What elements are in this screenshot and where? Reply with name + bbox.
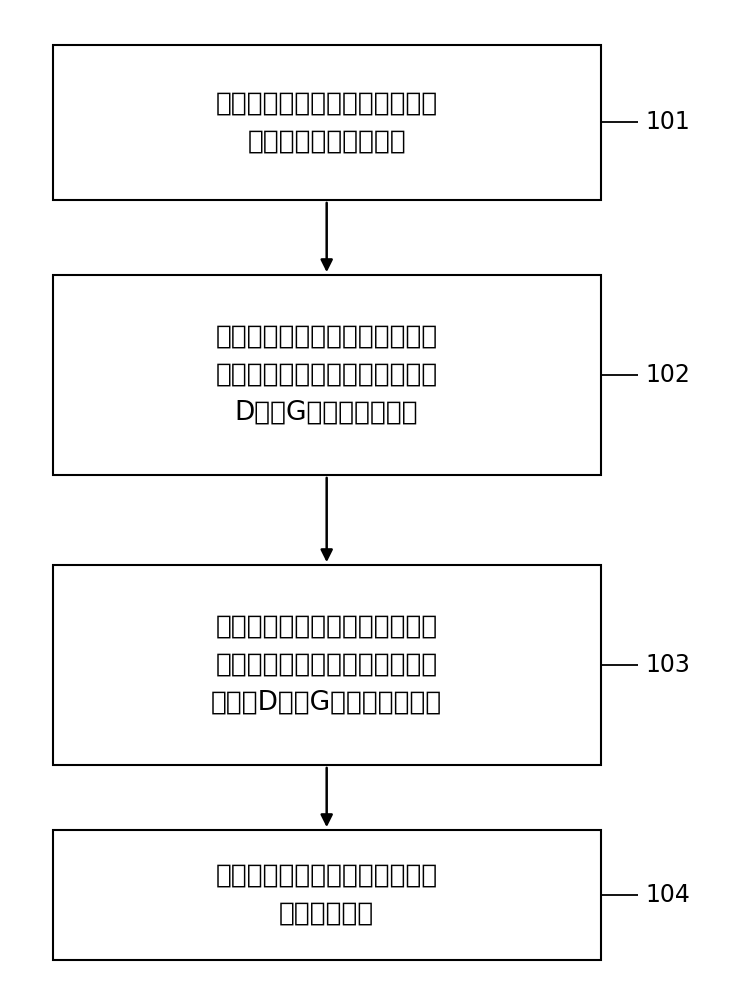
FancyBboxPatch shape (53, 275, 601, 475)
Text: 104: 104 (646, 883, 691, 907)
Text: 针对有机质测量点进行拉曼光谱
分析，计算有机质测量点对应的
D峰与G峰的横坐标差值: 针对有机质测量点进行拉曼光谱 分析，计算有机质测量点对应的 D峰与G峰的横坐标差… (216, 324, 438, 426)
FancyBboxPatch shape (53, 830, 601, 960)
Text: 根据横坐标差值，建立有机显微
组分识别图版: 根据横坐标差值，建立有机显微 组分识别图版 (216, 863, 438, 927)
FancyBboxPatch shape (53, 45, 601, 200)
Text: 101: 101 (646, 110, 691, 134)
Text: 102: 102 (646, 363, 691, 387)
Text: 针对每个有机质测量点重复上述
步骤，计算每一个有机质测量点
对应的D峰与G峰的横坐标差值: 针对每个有机质测量点重复上述 步骤，计算每一个有机质测量点 对应的D峰与G峰的横… (211, 614, 442, 716)
FancyBboxPatch shape (53, 565, 601, 765)
Text: 选取标样，确定能够识别有机显
微组分的有机质测量点: 选取标样，确定能够识别有机显 微组分的有机质测量点 (216, 90, 438, 154)
Text: 103: 103 (646, 653, 691, 677)
